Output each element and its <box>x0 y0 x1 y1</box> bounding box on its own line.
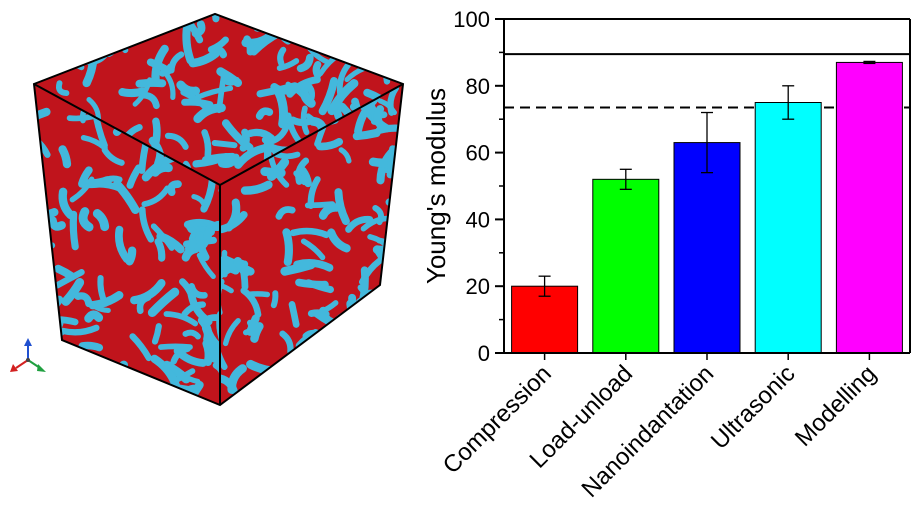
y-tick-label: 20 <box>466 274 490 299</box>
error-bar-load-unload <box>619 168 632 190</box>
bar-load-unload <box>592 178 660 354</box>
bar-nanoindantation <box>673 142 741 354</box>
y-tick-label: 80 <box>466 74 490 99</box>
bar-modelling <box>835 61 903 354</box>
cube-left-face <box>34 84 220 405</box>
x-tick-label: Modelling <box>790 360 882 452</box>
error-bar-nanoindantation <box>701 111 713 174</box>
y-tick-label: 0 <box>478 341 490 366</box>
y-tick-label: 40 <box>466 207 490 232</box>
axis-triad-icon <box>10 338 46 372</box>
x-tick-label: Nanoindantation <box>577 360 720 503</box>
x-tick-label: Load-unload <box>525 360 638 473</box>
cube-edges <box>32 12 405 407</box>
y-tick-label: 60 <box>466 141 490 166</box>
microstructure-cube <box>10 12 405 407</box>
bar-compression <box>511 285 579 354</box>
x-tick-label: Ultrasonic <box>706 360 801 455</box>
y-tick-label: 100 <box>453 7 490 32</box>
error-bar-compression <box>538 275 551 297</box>
bar-ultrasonic <box>754 102 822 354</box>
error-bar-modelling <box>863 60 876 65</box>
x-tick-label: Compression <box>438 360 557 479</box>
error-bar-ultrasonic <box>782 85 795 120</box>
axes-frame <box>503 18 911 354</box>
